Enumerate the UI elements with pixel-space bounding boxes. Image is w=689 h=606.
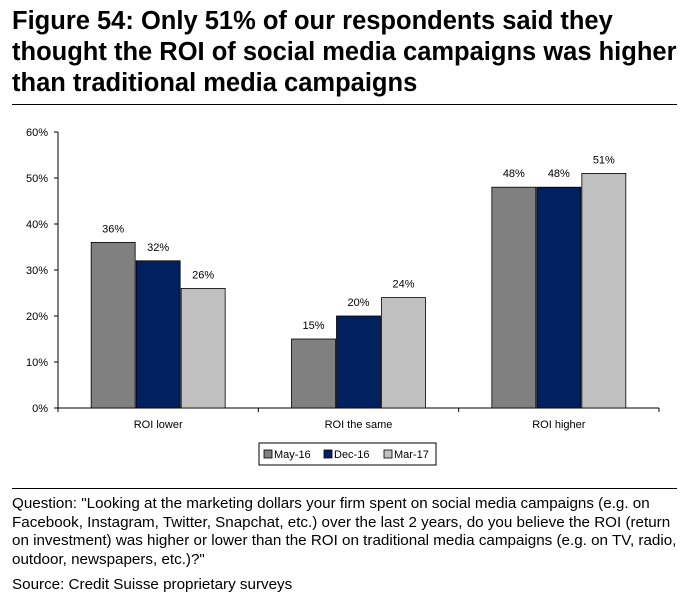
- bar-value-label: 48%: [503, 168, 525, 180]
- title-divider: [12, 104, 677, 105]
- legend-box: [258, 442, 437, 466]
- bar: [336, 315, 381, 409]
- figure-title: Figure 54: Only 51% of our respondents s…: [12, 7, 677, 97]
- y-tick-label: 0%: [32, 403, 48, 415]
- category-label: ROI the same: [325, 419, 393, 431]
- legend-swatch: [383, 449, 393, 459]
- y-tick-label: 60%: [26, 127, 48, 139]
- source-note: Source: Credit Suisse proprietary survey…: [12, 576, 293, 593]
- legend-label: Mar-17: [394, 449, 429, 461]
- bar: [180, 287, 226, 409]
- bar-value-label: 48%: [548, 168, 570, 180]
- bar-value-labels: 36% 32% 26% 15% 20% 24% 48% 48% 51%: [102, 154, 615, 332]
- chart-bars: [90, 173, 627, 409]
- category-label: ROI lower: [134, 419, 183, 431]
- bar-chart: 0% 10% 20% 30% 40% 50% 60% 36% 32% 26% 15% 20% 24% 4…: [26, 127, 660, 466]
- legend-swatch: [263, 449, 273, 459]
- bar-value-label: 15%: [302, 320, 324, 332]
- chart-legend: May-16 Dec-16 Mar-17: [258, 442, 437, 466]
- category-label: ROI higher: [532, 419, 586, 431]
- y-axis-ticks: 0% 10% 20% 30% 40% 50% 60%: [26, 127, 58, 415]
- bar: [90, 241, 136, 409]
- survey-question: Question: "Looking at the marketing doll…: [12, 495, 677, 568]
- bar-value-label: 36%: [102, 223, 124, 235]
- y-tick-label: 20%: [26, 311, 48, 323]
- bar: [536, 186, 582, 409]
- bar-value-label: 51%: [593, 154, 615, 166]
- legend-swatch: [323, 449, 333, 459]
- y-tick-label: 40%: [26, 219, 48, 231]
- bar-value-label: 32%: [147, 242, 169, 254]
- category-labels: ROI lower ROI the same ROI higher: [134, 419, 586, 431]
- bar-value-label: 20%: [347, 297, 369, 309]
- bar-value-label: 24%: [392, 279, 414, 291]
- y-tick-label: 50%: [26, 173, 48, 185]
- legend-label: Dec-16: [334, 449, 369, 461]
- y-tick-label: 10%: [26, 357, 48, 369]
- chart-divider: [12, 488, 677, 489]
- bar: [135, 260, 181, 409]
- bar: [491, 186, 537, 409]
- y-tick-label: 30%: [26, 265, 48, 277]
- bar: [291, 338, 336, 409]
- legend-label: May-16: [274, 449, 311, 461]
- bar: [381, 297, 426, 409]
- bar: [581, 173, 627, 409]
- bar-value-label: 26%: [192, 269, 214, 281]
